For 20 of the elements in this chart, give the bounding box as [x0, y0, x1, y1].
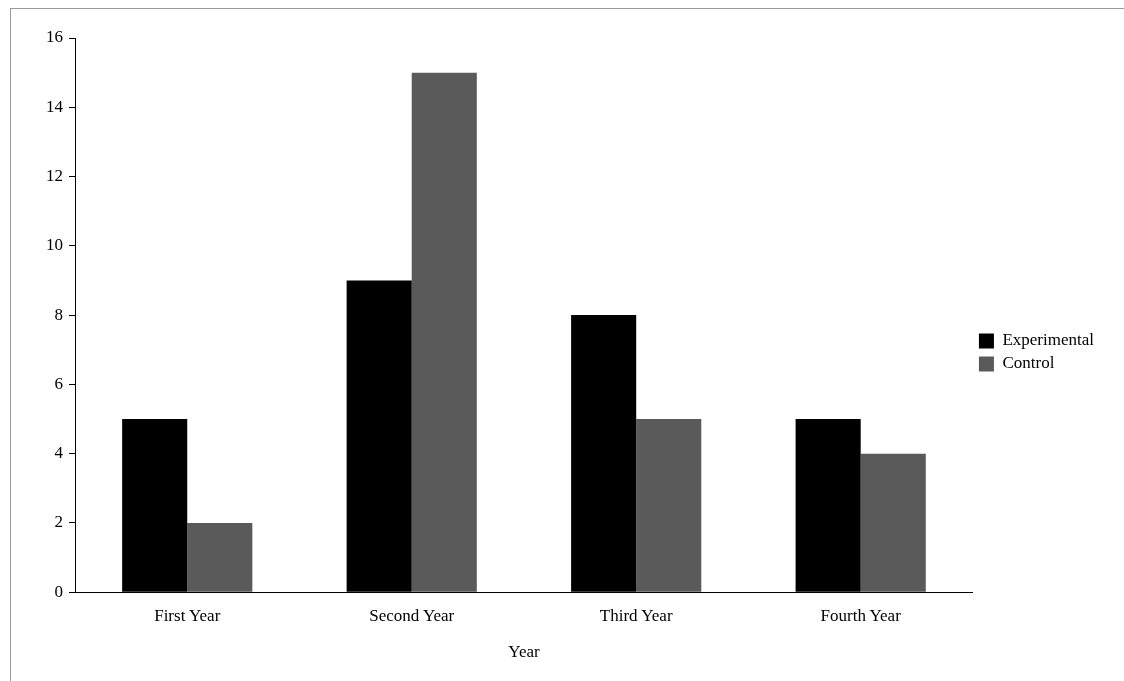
x-tick-label: First Year — [154, 605, 221, 625]
bar — [636, 419, 702, 592]
bar — [187, 522, 253, 592]
x-tick-label: Second Year — [369, 605, 455, 625]
y-tick-label: 2 — [54, 512, 63, 532]
y-tick-label: 10 — [46, 235, 63, 255]
legend-label: Experimental — [1002, 330, 1095, 350]
x-axis-title: Year — [508, 642, 540, 662]
bar — [860, 453, 926, 592]
y-tick-label: 4 — [54, 443, 64, 463]
y-tick-label: 12 — [46, 166, 63, 186]
y-tick-label: 8 — [54, 304, 63, 324]
legend-label: Control — [1002, 353, 1055, 373]
x-tick-label: Fourth Year — [820, 605, 902, 625]
x-tick-label: Third Year — [599, 605, 673, 625]
y-tick-label: 0 — [54, 581, 63, 601]
y-tick-label: 16 — [46, 27, 63, 47]
y-tick-label: 14 — [46, 96, 64, 116]
bar — [411, 72, 477, 592]
y-tick-label: 6 — [54, 373, 63, 393]
